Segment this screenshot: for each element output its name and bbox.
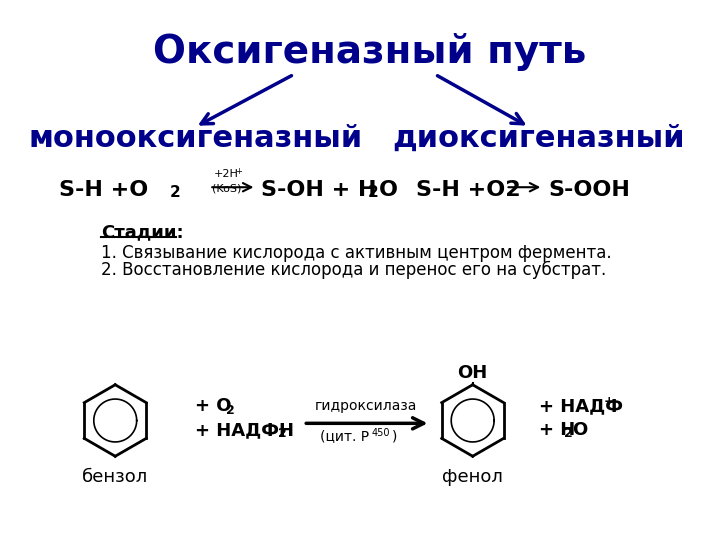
Text: (цит. Р: (цит. Р xyxy=(320,429,369,443)
Text: фенол: фенол xyxy=(442,468,503,486)
Text: +: + xyxy=(603,395,614,408)
Text: Стадии:: Стадии: xyxy=(101,224,184,241)
Text: 1. Связывание кислорода с активным центром фермента.: 1. Связывание кислорода с активным центр… xyxy=(101,244,612,262)
Text: S-H +O: S-H +O xyxy=(59,180,148,200)
Text: О: О xyxy=(572,421,588,439)
Text: ОН: ОН xyxy=(457,364,487,382)
Text: + О: + О xyxy=(195,397,232,415)
Text: +: + xyxy=(235,167,243,176)
Text: +2H: +2H xyxy=(214,169,239,179)
Text: O: O xyxy=(379,180,397,200)
Text: + НАДФН: + НАДФН xyxy=(195,421,294,439)
Text: ): ) xyxy=(392,429,397,443)
Text: 2: 2 xyxy=(278,427,287,440)
Text: (KoS): (KoS) xyxy=(212,183,241,193)
Text: S-OOH: S-OOH xyxy=(548,180,630,200)
Text: 2: 2 xyxy=(226,404,235,417)
Text: + Н: + Н xyxy=(539,421,575,439)
Text: 450: 450 xyxy=(372,428,390,438)
Text: S-H +O2: S-H +O2 xyxy=(416,180,521,200)
Text: + НАДФ: + НАДФ xyxy=(539,397,623,415)
Text: 2. Восстановление кислорода и перенос его на субстрат.: 2. Восстановление кислорода и перенос ег… xyxy=(101,261,606,279)
Text: монооксигеназный: монооксигеназный xyxy=(28,124,362,153)
Text: гидроксилаза: гидроксилаза xyxy=(315,400,418,414)
Text: диоксигеназный: диоксигеназный xyxy=(392,124,685,153)
Text: 2: 2 xyxy=(367,185,378,200)
Text: 2: 2 xyxy=(564,427,572,440)
Text: S-OH + H: S-OH + H xyxy=(261,180,377,200)
Text: 2: 2 xyxy=(170,185,181,200)
Text: Оксигеназный путь: Оксигеназный путь xyxy=(153,33,586,71)
Text: бензол: бензол xyxy=(82,468,148,486)
